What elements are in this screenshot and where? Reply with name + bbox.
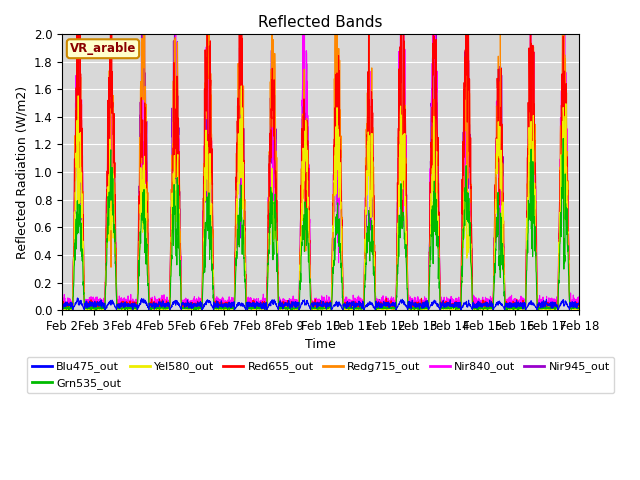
Yel580_out: [221, 306, 229, 312]
Red655_out: [477, 301, 484, 307]
Red655_out: [110, 160, 118, 166]
Grn535_out: [476, 304, 484, 310]
Red655_out: [506, 301, 513, 307]
Nir945_out: [477, 298, 484, 304]
Redg715_out: [568, 304, 576, 310]
Yel580_out: [575, 306, 583, 312]
Nir945_out: [68, 307, 76, 313]
Blu475_out: [74, 295, 81, 301]
Grn535_out: [68, 307, 76, 313]
Title: Reflected Bands: Reflected Bands: [259, 15, 383, 30]
Yel580_out: [110, 197, 118, 203]
Red655_out: [352, 301, 360, 307]
Yel580_out: [506, 305, 513, 311]
Grn535_out: [575, 306, 583, 312]
Line: Nir945_out: Nir945_out: [62, 0, 579, 310]
Red655_out: [568, 300, 576, 306]
Nir945_out: [222, 300, 230, 306]
Nir840_out: [110, 186, 118, 192]
Grn535_out: [110, 230, 118, 236]
Grn535_out: [58, 305, 66, 311]
Yel580_out: [58, 306, 66, 312]
Nir840_out: [58, 296, 66, 301]
Red655_out: [575, 300, 583, 306]
Blu475_out: [222, 301, 230, 307]
Redg715_out: [477, 305, 484, 311]
Grn535_out: [221, 305, 229, 311]
Line: Nir840_out: Nir840_out: [62, 0, 579, 310]
Blu475_out: [68, 307, 76, 313]
Yel580_out: [352, 306, 360, 312]
Redg715_out: [575, 304, 583, 310]
Blu475_out: [110, 301, 118, 307]
Nir945_out: [352, 300, 360, 306]
Line: Red655_out: Red655_out: [62, 0, 579, 310]
X-axis label: Time: Time: [305, 338, 336, 351]
Redg715_out: [352, 305, 360, 311]
Line: Blu475_out: Blu475_out: [62, 298, 579, 310]
Nir945_out: [58, 301, 66, 307]
Nir945_out: [568, 302, 576, 308]
Line: Redg715_out: Redg715_out: [62, 0, 579, 310]
Nir840_out: [352, 299, 360, 305]
Redg715_out: [68, 307, 76, 313]
Text: VR_arable: VR_arable: [70, 42, 136, 55]
Nir840_out: [68, 307, 76, 313]
Blu475_out: [506, 300, 513, 306]
Nir840_out: [568, 298, 576, 303]
Blu475_out: [58, 299, 66, 305]
Redg715_out: [110, 182, 118, 188]
Redg715_out: [221, 306, 229, 312]
Red655_out: [58, 303, 66, 309]
Nir840_out: [575, 299, 583, 305]
Blu475_out: [352, 302, 360, 308]
Nir840_out: [477, 298, 484, 304]
Grn535_out: [506, 305, 513, 311]
Grn535_out: [352, 304, 360, 310]
Yel580_out: [68, 307, 76, 313]
Nir945_out: [506, 303, 513, 309]
Red655_out: [68, 307, 76, 313]
Nir945_out: [110, 174, 118, 180]
Redg715_out: [506, 304, 513, 310]
Nir945_out: [575, 303, 583, 309]
Blu475_out: [568, 301, 576, 307]
Legend: Blu475_out, Grn535_out, Yel580_out, Red655_out, Redg715_out, Nir840_out, Nir945_: Blu475_out, Grn535_out, Yel580_out, Red6…: [27, 357, 614, 394]
Blu475_out: [575, 298, 583, 304]
Grn535_out: [568, 305, 576, 311]
Yel580_out: [477, 306, 484, 312]
Line: Grn535_out: Grn535_out: [62, 139, 579, 310]
Y-axis label: Reflected Radiation (W/m2): Reflected Radiation (W/m2): [15, 85, 28, 259]
Yel580_out: [237, 83, 245, 89]
Yel580_out: [568, 306, 576, 312]
Red655_out: [221, 302, 229, 308]
Redg715_out: [58, 306, 66, 312]
Nir840_out: [221, 298, 229, 303]
Blu475_out: [477, 303, 484, 309]
Line: Yel580_out: Yel580_out: [62, 86, 579, 310]
Grn535_out: [559, 136, 567, 142]
Nir840_out: [506, 302, 513, 308]
